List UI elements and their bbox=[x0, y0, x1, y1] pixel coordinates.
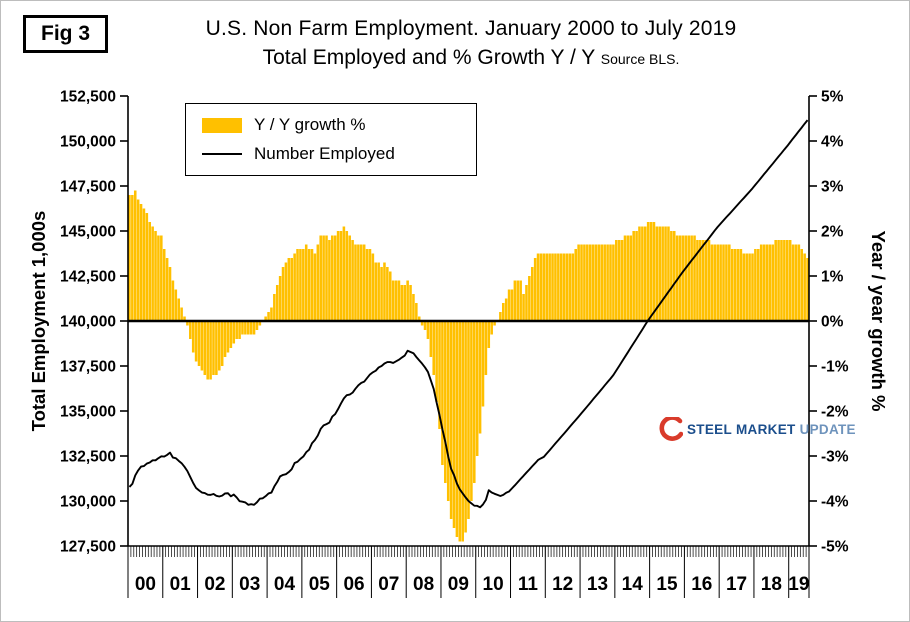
svg-text:3%: 3% bbox=[821, 179, 844, 196]
legend: Y / Y growth % Number Employed bbox=[185, 103, 477, 176]
subtitle-text: Total Employed and % Growth Y / Y bbox=[262, 46, 595, 69]
growth-bars bbox=[128, 190, 809, 542]
svg-text:130,000: 130,000 bbox=[60, 494, 116, 511]
svg-text:18: 18 bbox=[761, 574, 782, 595]
svg-text:03: 03 bbox=[239, 574, 260, 595]
svg-text:07: 07 bbox=[378, 574, 399, 595]
svg-text:135,000: 135,000 bbox=[60, 404, 116, 421]
title-block: U.S. Non Farm Employment. January 2000 t… bbox=[106, 17, 836, 70]
svg-text:16: 16 bbox=[691, 574, 712, 595]
x-axis-year-labels: 00 01 02 03 04 05 06 07 08 09 10 11 12 13 14 15 16 17 18 19 bbox=[127, 546, 810, 598]
svg-text:145,000: 145,000 bbox=[60, 224, 116, 241]
svg-text:05: 05 bbox=[309, 574, 331, 595]
svg-text:17: 17 bbox=[726, 574, 747, 595]
chart-subtitle: Total Employed and % Growth Y / Y Source… bbox=[106, 46, 836, 70]
right-axis-title: Year / year growth % bbox=[868, 230, 889, 412]
svg-text:14: 14 bbox=[622, 574, 644, 595]
watermark-steel: STEEL bbox=[687, 421, 733, 437]
legend-row-employed: Number Employed bbox=[202, 144, 460, 164]
month-tick-comb bbox=[127, 546, 810, 557]
svg-text:15: 15 bbox=[656, 574, 678, 595]
svg-text:-2%: -2% bbox=[821, 404, 849, 421]
source-note: Source BLS. bbox=[600, 51, 680, 67]
svg-text:-4%: -4% bbox=[821, 494, 849, 511]
svg-text:11: 11 bbox=[518, 574, 539, 595]
svg-text:5%: 5% bbox=[821, 89, 844, 106]
right-axis-labels: -5% -4% -3% -2% -1% 0% 1% 2% 3% 4% 5% bbox=[809, 89, 849, 556]
svg-text:152,500: 152,500 bbox=[60, 89, 116, 106]
figure-label: Fig 3 bbox=[23, 15, 109, 53]
svg-text:12: 12 bbox=[552, 574, 573, 595]
chart-title: U.S. Non Farm Employment. January 2000 t… bbox=[205, 17, 737, 40]
svg-text:19: 19 bbox=[788, 574, 809, 595]
smu-swoosh-icon bbox=[659, 417, 683, 441]
growth-bar-swatch bbox=[202, 117, 242, 133]
left-axis-title: Total Employment 1,000s bbox=[28, 210, 49, 432]
svg-text:01: 01 bbox=[170, 574, 192, 595]
employment-line bbox=[128, 119, 809, 509]
svg-text:-5%: -5% bbox=[821, 539, 849, 556]
svg-text:1%: 1% bbox=[821, 269, 844, 286]
left-axis-labels: 127,500 130,000 132,500 135,000 137,500 140,0… bbox=[60, 89, 128, 556]
svg-text:09: 09 bbox=[448, 574, 469, 595]
svg-text:0%: 0% bbox=[821, 314, 844, 331]
svg-text:10: 10 bbox=[483, 574, 504, 595]
svg-text:150,000: 150,000 bbox=[60, 134, 116, 151]
svg-text:147,500: 147,500 bbox=[60, 179, 116, 196]
svg-text:-3%: -3% bbox=[821, 449, 849, 466]
svg-text:02: 02 bbox=[204, 574, 225, 595]
smu-logo: STEEL MARKET UPDATE bbox=[655, 417, 856, 441]
svg-text:132,500: 132,500 bbox=[60, 449, 116, 466]
svg-text:127,500: 127,500 bbox=[60, 539, 116, 556]
svg-text:00: 00 bbox=[135, 574, 156, 595]
svg-text:13: 13 bbox=[587, 574, 608, 595]
svg-text:04: 04 bbox=[274, 574, 296, 595]
svg-text:142,500: 142,500 bbox=[60, 269, 116, 286]
svg-text:4%: 4% bbox=[821, 134, 844, 151]
svg-text:06: 06 bbox=[343, 574, 364, 595]
svg-text:08: 08 bbox=[413, 574, 434, 595]
legend-bar-label: Y / Y growth % bbox=[254, 115, 366, 134]
employed-line-sample bbox=[202, 153, 242, 155]
legend-row-growth: Y / Y growth % bbox=[202, 115, 460, 135]
svg-text:140,000: 140,000 bbox=[60, 314, 116, 331]
legend-line-label: Number Employed bbox=[254, 144, 395, 163]
watermark-update: UPDATE bbox=[799, 421, 856, 437]
watermark-market: MARKET bbox=[736, 421, 796, 437]
svg-text:2%: 2% bbox=[821, 224, 844, 241]
svg-text:137,500: 137,500 bbox=[60, 359, 116, 376]
svg-text:-1%: -1% bbox=[821, 359, 849, 376]
